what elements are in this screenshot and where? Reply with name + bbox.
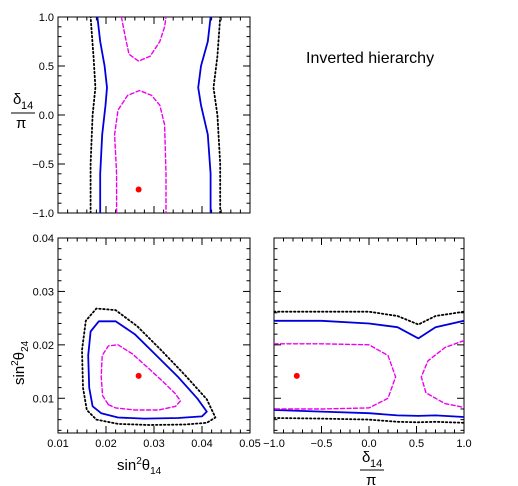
panel-bottom-left-xtick-label: 0.05 xyxy=(239,438,260,450)
panel-bottom-left-ytick-label: 0.02 xyxy=(33,340,54,352)
bottom-left-xlabel-sym: θ xyxy=(142,457,150,474)
bottom-left-ylabel-sub: 24 xyxy=(20,340,31,352)
panel-bottom-left-xtick-label: 0.01 xyxy=(47,438,68,450)
panel-bottom-right: −1.0 −0.5 0.0 0.5 1.0 δ 14 π xyxy=(263,237,472,486)
bottom-right-plot-area: −1.0 −0.5 0.0 0.5 1.0 xyxy=(263,237,472,450)
panel-top-left-contour-dashed-1 xyxy=(120,17,167,62)
panel-bottom-left-best-fit-point xyxy=(135,372,142,379)
panel-bottom-right-xtick-label: −0.5 xyxy=(311,438,333,450)
panel-bottom-right-frame xyxy=(273,237,465,434)
panel-top-left-contour-solid-1 xyxy=(197,17,212,213)
panel-bottom-right-contour-dotted-1 xyxy=(274,417,464,424)
panel-bottom-right-contour-solid-1 xyxy=(274,409,464,418)
bottom-right-xlabel-sub: 14 xyxy=(370,458,382,470)
panel-bottom-right-contour-dashed-1 xyxy=(420,339,464,409)
panel-bottom-right-contour-dashed-0 xyxy=(274,343,397,410)
panel-bottom-left-contours xyxy=(81,307,217,426)
top-left-ylabel: δ 14 π xyxy=(11,91,35,132)
bottom-left-xlabel-text: sin2θ14 xyxy=(117,456,162,477)
panel-bottom-right-xtick-label: −1.0 xyxy=(263,438,285,450)
bottom-left-xlabel-base: sin xyxy=(117,457,136,474)
bottom-left-ylabel: sin2θ24 xyxy=(10,340,31,385)
bottom-left-ylabel-base: sin xyxy=(11,366,28,385)
panel-bottom-right-contour-solid-0 xyxy=(274,319,464,340)
panel-top-left-ytick-label: 0.0 xyxy=(39,110,54,122)
panel-bottom-right-xtick-label: 1.0 xyxy=(456,438,471,450)
panel-top-left-ytick-label: 0.5 xyxy=(39,61,54,73)
panel-bottom-left-contour-solid-0 xyxy=(87,320,208,420)
panel-top-left-ytick-label: −1.0 xyxy=(32,208,54,220)
panel-bottom-left-xtick-label: 0.02 xyxy=(95,438,116,450)
panel-top-left-contours xyxy=(89,17,222,213)
figure-title: Inverted hierarchy xyxy=(306,50,434,67)
panel-top-left-best-fit-point xyxy=(135,186,142,193)
panel-bottom-left-frame xyxy=(57,237,251,434)
panel-bottom-right-contours xyxy=(274,310,464,424)
panel-bottom-right-best-fit-point xyxy=(293,372,300,379)
bottom-right-xlabel: δ 14 π xyxy=(360,449,384,486)
panel-bottom-left-ytick-label: 0.01 xyxy=(33,393,54,405)
panel-bottom-right-xtick-label: 0.5 xyxy=(409,438,424,450)
panel-bottom-right-contour-dotted-0 xyxy=(274,310,464,326)
panel-bottom-left-ytick-label: 0.03 xyxy=(33,286,54,298)
panel-top-left-ytick-label: 1.0 xyxy=(39,12,54,24)
top-left-ylabel-pi: π xyxy=(16,115,26,132)
top-left-ylabel-delta: δ xyxy=(13,91,21,108)
panel-top-left-contour-dotted-1 xyxy=(212,17,222,213)
bottom-right-xlabel-pi: π xyxy=(366,472,376,486)
panel-top-left-contour-solid-0 xyxy=(96,17,108,213)
bottom-left-ylabel-sym: θ xyxy=(11,352,28,360)
bottom-right-xlabel-delta: δ xyxy=(362,449,370,466)
bottom-left-xlabel: sin2θ14 xyxy=(117,456,162,477)
bottom-left-plot-area: 0.01 0.02 0.03 0.04 0.05 0.01 0.02 0.03 0.04 xyxy=(33,233,261,450)
panel-bottom-right-xtick-label: 0.0 xyxy=(361,438,376,450)
panel-top-left-contour-dotted-0 xyxy=(89,17,97,213)
bottom-left-ylabel-sup: 2 xyxy=(10,360,21,366)
panel-bottom-left-contour-dotted-0 xyxy=(81,307,217,426)
panel-bottom-left-contour-dashed-0 xyxy=(100,344,182,411)
panel-top-left-ytick-label: −0.5 xyxy=(32,159,54,171)
panel-top-left: −1.0 −0.5 0.0 0.5 1.0 δ 14 π xyxy=(11,12,251,220)
panel-bottom-left: 0.01 0.02 0.03 0.04 0.05 0.01 0.02 0.03 0.04 sin… xyxy=(10,233,261,477)
bottom-left-xlabel-sub: 14 xyxy=(150,466,162,477)
panel-top-left-frame xyxy=(57,16,251,214)
top-left-plot-area: −1.0 −0.5 0.0 0.5 1.0 xyxy=(32,12,251,220)
top-left-ylabel-sub: 14 xyxy=(21,100,33,112)
panel-bottom-left-ytick-label: 0.04 xyxy=(33,233,54,245)
panel-top-left-contour-dashed-0 xyxy=(113,89,167,213)
bottom-left-xlabel-sup: 2 xyxy=(136,456,142,467)
panel-bottom-left-xtick-label: 0.03 xyxy=(143,438,164,450)
bottom-left-ylabel-text: sin2θ24 xyxy=(10,340,31,385)
panel-bottom-left-xtick-label: 0.04 xyxy=(191,438,212,450)
